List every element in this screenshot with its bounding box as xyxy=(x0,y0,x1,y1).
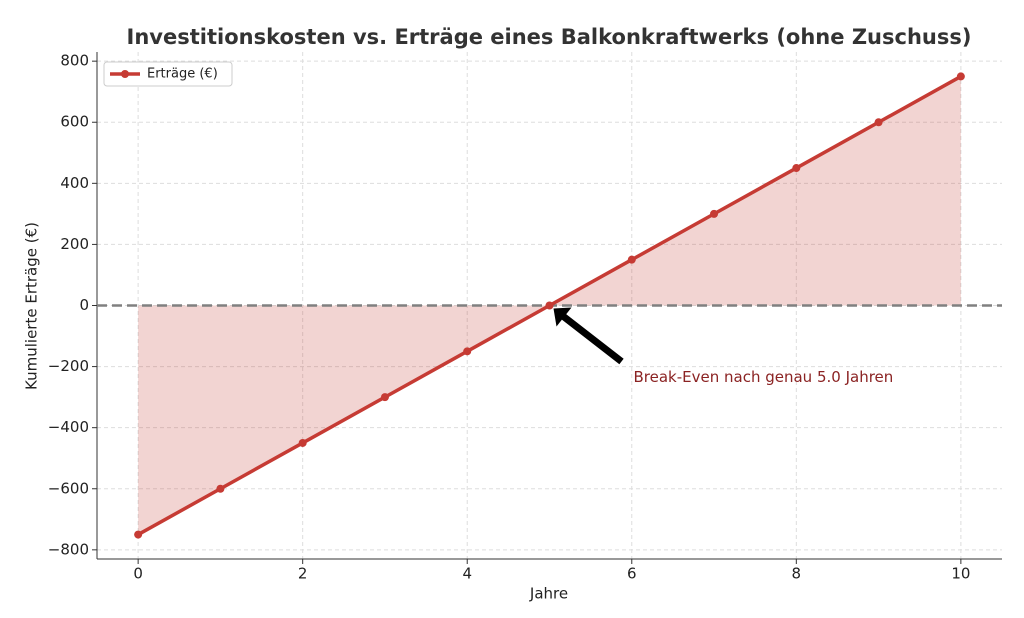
y-tick-label: −400 xyxy=(48,418,89,436)
marker xyxy=(956,72,965,81)
marker xyxy=(545,301,554,310)
x-tick-label: 4 xyxy=(462,565,472,583)
legend-box xyxy=(103,61,233,87)
legend-label: Erträge (€) xyxy=(147,67,218,82)
legend-marker xyxy=(121,70,129,78)
marker xyxy=(710,209,719,218)
marker xyxy=(298,438,307,447)
x-tick-label: 10 xyxy=(951,565,970,583)
x-tick-label: 8 xyxy=(792,565,802,583)
y-tick-label: 200 xyxy=(60,235,89,253)
y-tick-label: 0 xyxy=(79,296,89,314)
annotation-text: Break-Even nach genau 5.0 Jahren xyxy=(634,368,894,386)
arrow-head xyxy=(553,307,572,327)
marker xyxy=(463,347,472,356)
marker xyxy=(216,484,225,493)
y-tick-label: 400 xyxy=(60,174,89,192)
y-tick-label: −200 xyxy=(48,357,89,375)
marker xyxy=(380,393,389,402)
y-tick-label: −800 xyxy=(48,540,89,558)
annotation-arrow xyxy=(561,313,624,365)
marker xyxy=(792,164,801,173)
marker xyxy=(134,530,143,539)
y-tick-label: 600 xyxy=(60,113,89,131)
x-tick-label: 0 xyxy=(133,565,143,583)
y-tick-label: −600 xyxy=(48,479,89,497)
chart-title: Investitionskosten vs. Erträge eines Bal… xyxy=(127,25,972,49)
x-tick-label: 6 xyxy=(627,565,637,583)
x-tick-label: 2 xyxy=(298,565,308,583)
marker xyxy=(627,255,636,264)
marker xyxy=(874,118,883,127)
y-tick-label: 800 xyxy=(60,52,89,70)
x-axis-label: Jahre xyxy=(529,585,568,603)
y-axis-label: Kumulierte Erträge (€) xyxy=(23,222,41,390)
